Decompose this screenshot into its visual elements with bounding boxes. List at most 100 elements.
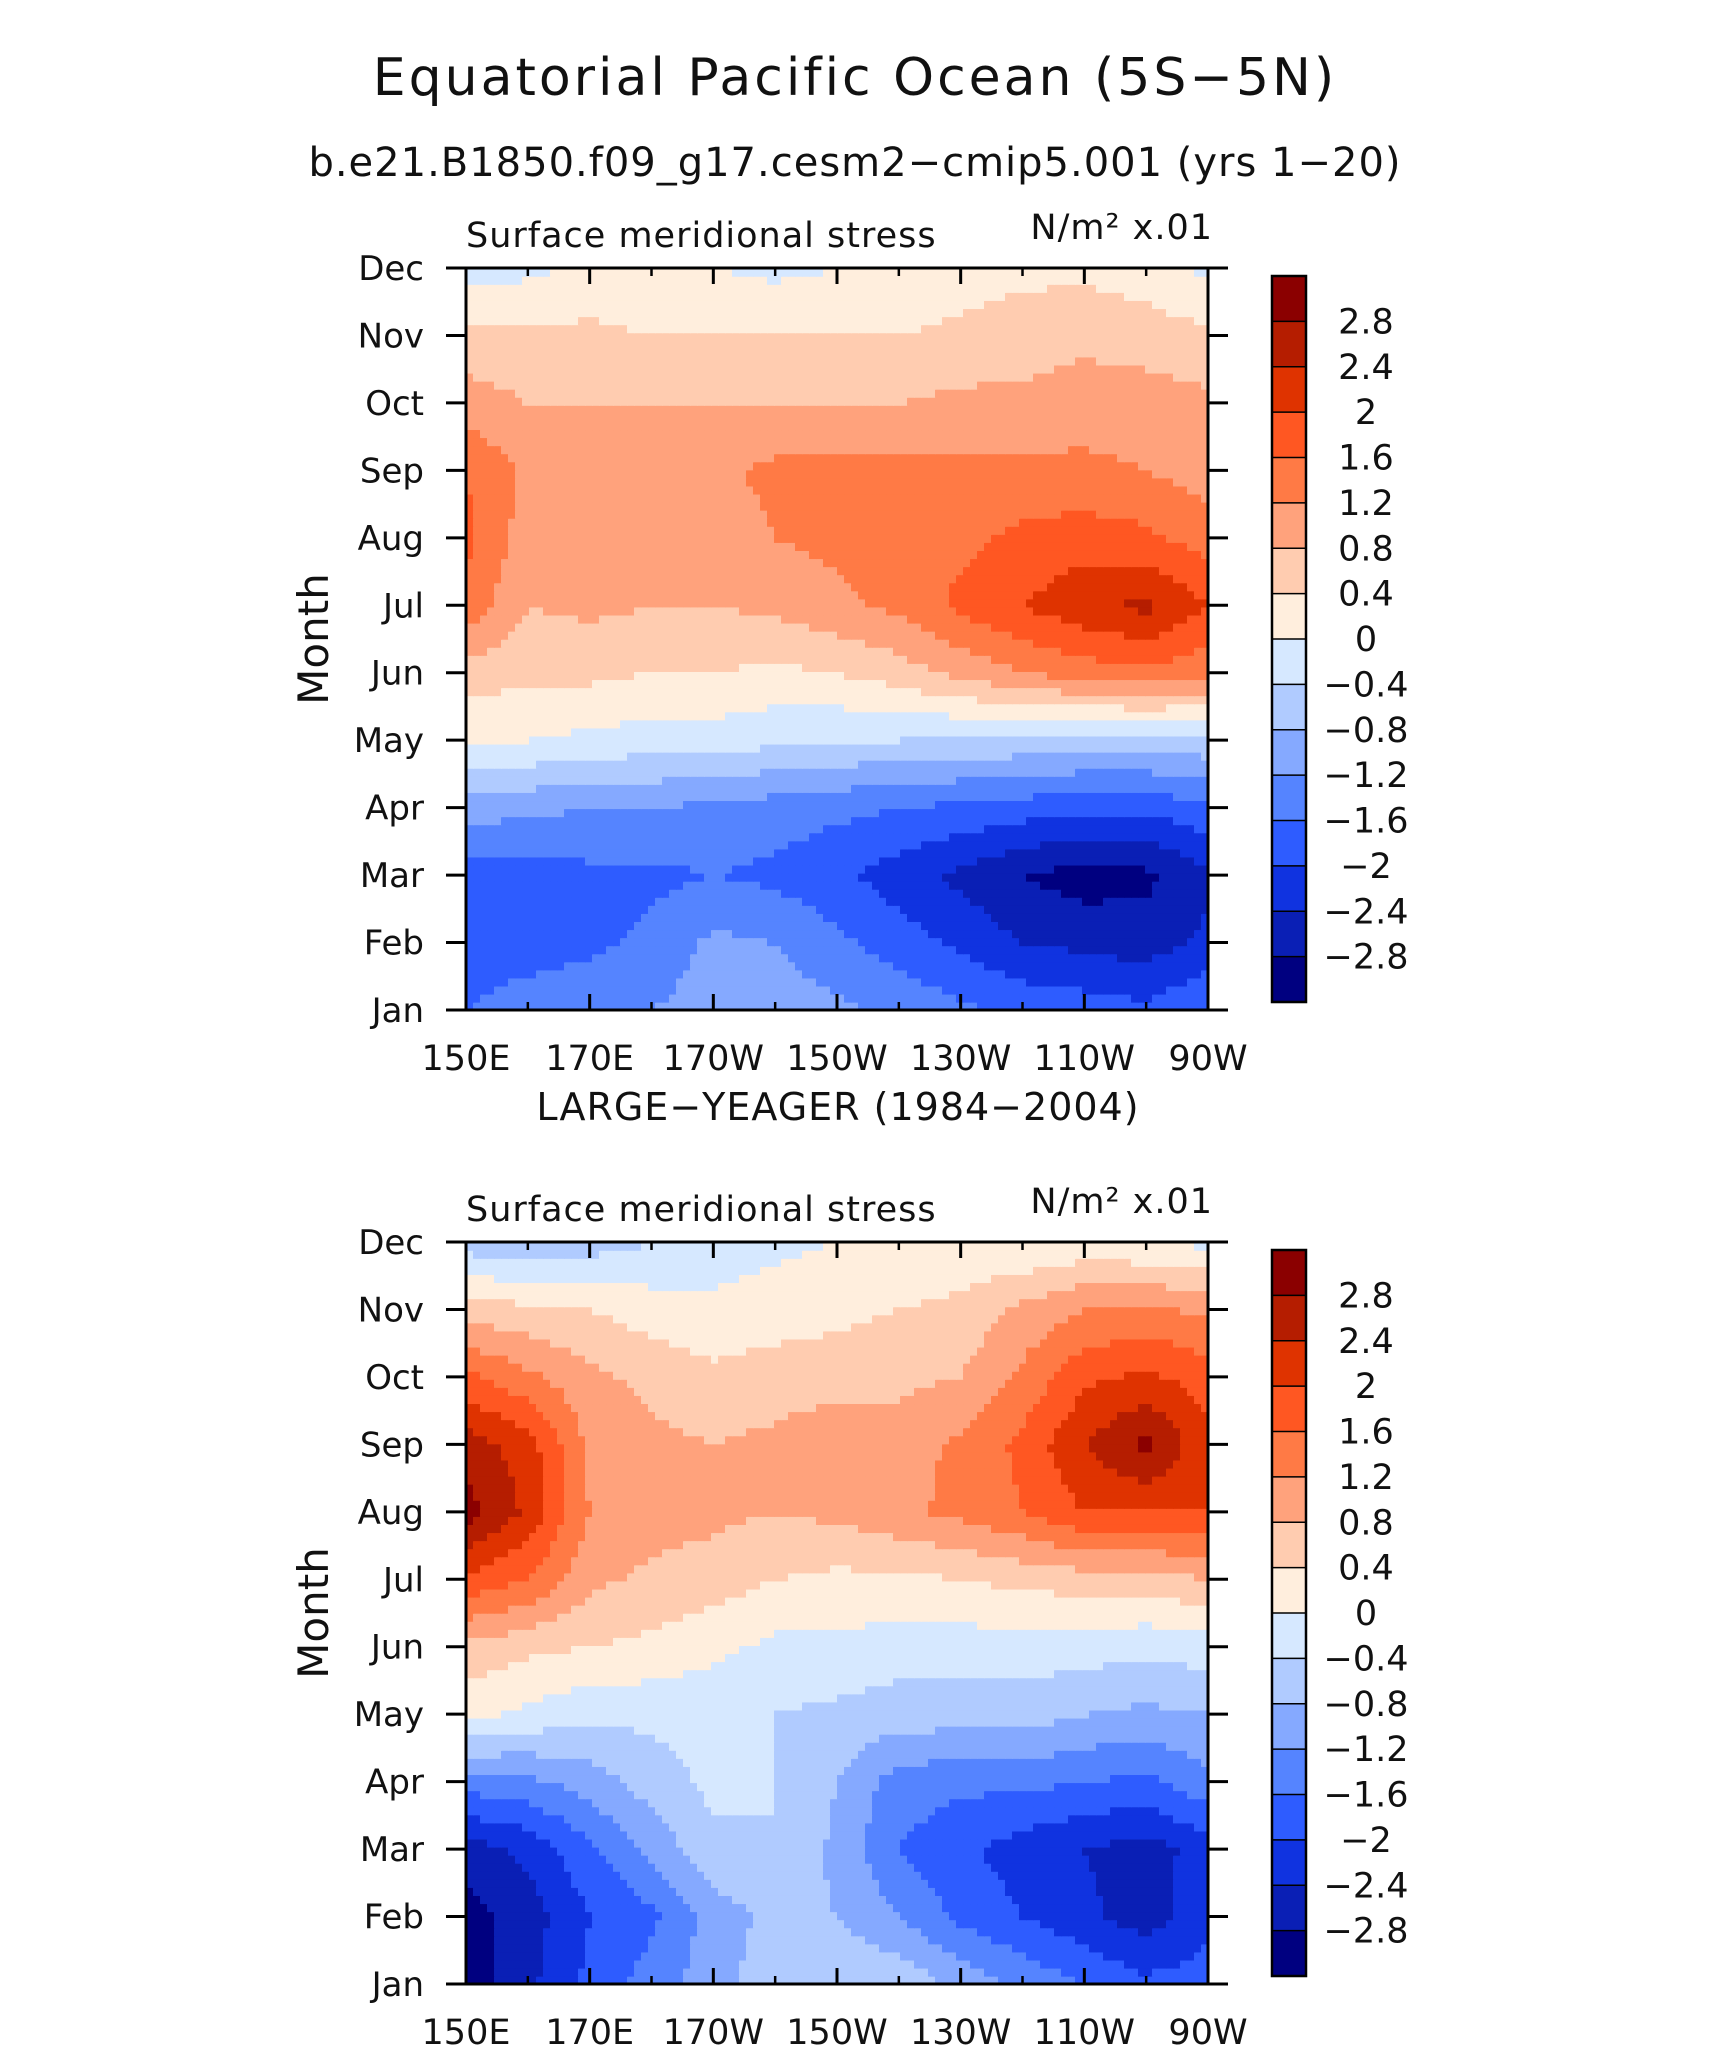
contour-cell xyxy=(627,872,635,882)
contour-cell xyxy=(690,784,698,793)
contour-cell xyxy=(536,856,544,866)
contour-cell xyxy=(466,800,474,810)
contour-cell xyxy=(704,937,712,947)
contour-cell xyxy=(466,776,474,785)
contour-cell xyxy=(977,921,985,931)
contour-cell xyxy=(536,776,544,785)
contour-cell xyxy=(781,889,789,898)
contour-cell xyxy=(697,743,705,753)
contour-cell xyxy=(508,639,516,648)
contour-cell xyxy=(641,961,649,971)
contour-cell xyxy=(851,751,859,761)
contour-cell xyxy=(683,703,691,713)
contour-cell xyxy=(1187,663,1195,672)
contour-cell xyxy=(725,776,733,785)
contour-cell xyxy=(599,776,607,785)
contour-cell xyxy=(830,921,838,931)
contour-cell xyxy=(956,977,964,987)
contour-cell xyxy=(494,655,502,664)
contour-cell xyxy=(991,961,999,971)
contour-cell xyxy=(1124,848,1132,858)
contour-cell xyxy=(872,759,880,769)
contour-cell xyxy=(571,824,579,834)
contour-cell xyxy=(1131,808,1139,818)
contour-cell xyxy=(683,816,691,826)
contour-cell xyxy=(550,784,558,793)
contour-cell xyxy=(823,703,831,713)
contour-cell xyxy=(613,679,621,689)
contour-cell xyxy=(1180,937,1188,947)
contour-cell xyxy=(928,687,936,697)
contour-cell xyxy=(473,776,481,785)
contour-cell xyxy=(809,647,817,656)
contour-cell xyxy=(599,969,607,979)
contour-cell xyxy=(536,808,544,818)
contour-cell xyxy=(1124,679,1132,689)
contour-cell xyxy=(1173,808,1181,818)
contour-cell xyxy=(1110,880,1118,890)
contour-cell xyxy=(767,695,775,705)
contour-cell xyxy=(718,808,726,818)
contour-cell xyxy=(900,768,908,777)
contour-cell xyxy=(753,630,761,640)
contour-cell xyxy=(928,800,936,810)
contour-cell xyxy=(781,856,789,866)
contour-cell xyxy=(585,856,593,866)
contour-cell xyxy=(1117,872,1125,882)
contour-cell xyxy=(1138,687,1146,697)
contour-cell xyxy=(564,921,572,931)
contour-cell xyxy=(473,945,481,955)
contour-cell xyxy=(1040,727,1048,737)
contour-cell xyxy=(1187,864,1195,874)
contour-cell xyxy=(907,679,915,689)
contour-cell xyxy=(1173,703,1181,713)
contour-cell xyxy=(1096,663,1104,672)
contour-cell xyxy=(746,792,754,802)
contour-cell xyxy=(676,929,684,939)
contour-cell xyxy=(508,864,516,874)
contour-cell xyxy=(1124,953,1132,963)
contour-cell xyxy=(760,711,768,721)
contour-cell xyxy=(893,953,901,963)
contour-cell xyxy=(1187,679,1195,689)
contour-cell xyxy=(802,663,810,672)
contour-cell xyxy=(704,759,712,769)
contour-cell xyxy=(865,953,873,963)
contour-cell xyxy=(844,679,852,689)
contour-cell xyxy=(1166,993,1174,1003)
contour-cell xyxy=(1152,889,1160,898)
contour-cell xyxy=(501,816,509,826)
contour-cell xyxy=(1201,639,1209,648)
contour-cell xyxy=(683,719,691,729)
contour-cell xyxy=(1082,630,1090,640)
contour-cell xyxy=(732,751,740,761)
contour-cell xyxy=(676,695,684,705)
contour-cell xyxy=(466,929,474,939)
contour-cell xyxy=(557,993,565,1003)
contour-cell xyxy=(1166,864,1174,874)
contour-cell xyxy=(1194,848,1202,858)
contour-cell xyxy=(956,711,964,721)
contour-cell xyxy=(718,784,726,793)
contour-cell xyxy=(592,872,600,882)
contour-cell xyxy=(767,993,775,1003)
contour-cell xyxy=(809,848,817,858)
contour-cell xyxy=(529,897,537,906)
contour-cell xyxy=(1110,808,1118,818)
contour-cell xyxy=(1117,776,1125,785)
contour-cell xyxy=(1187,800,1195,810)
contour-cell xyxy=(669,913,677,922)
contour-cell xyxy=(795,759,803,769)
contour-cell xyxy=(508,784,516,793)
contour-cell xyxy=(1159,776,1167,785)
contour-cell xyxy=(613,792,621,802)
contour-cell xyxy=(1089,776,1097,785)
contour-cell xyxy=(1047,630,1055,640)
contour-cell xyxy=(662,993,670,1003)
contour-cell xyxy=(690,913,698,922)
contour-cell xyxy=(494,985,502,995)
contour-cell xyxy=(1047,647,1055,656)
contour-cell xyxy=(620,985,628,995)
contour-cell xyxy=(851,824,859,834)
contour-cell xyxy=(970,969,978,979)
